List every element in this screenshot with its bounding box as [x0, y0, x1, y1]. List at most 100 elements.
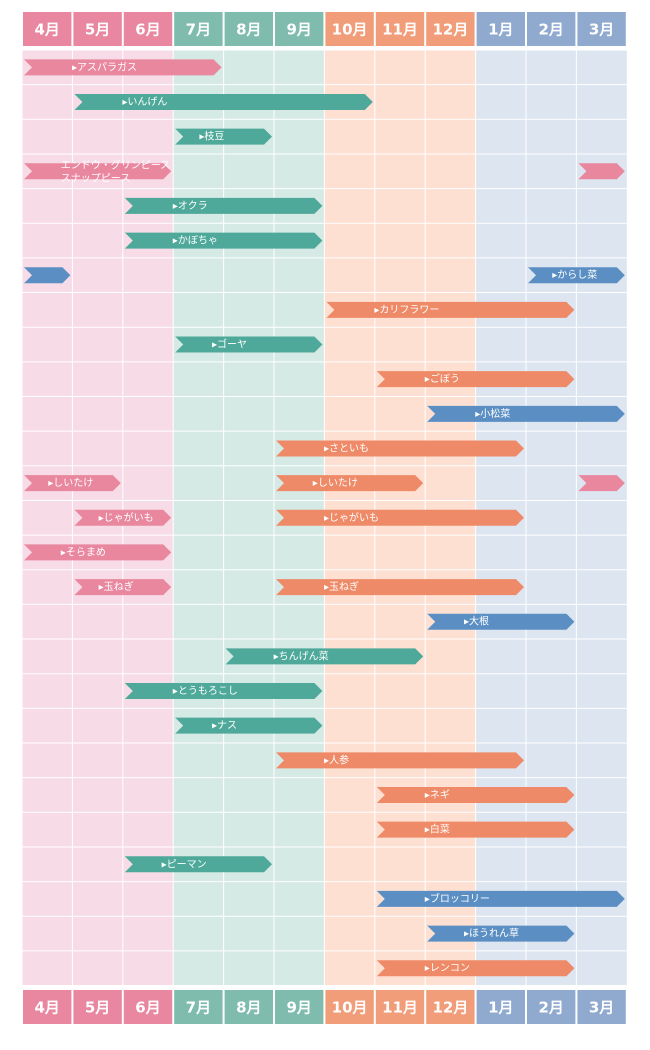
- vegetable-label: ▸玉ねぎ: [324, 580, 359, 593]
- month-header: [375, 990, 425, 1024]
- vegetable-label: ▸からし菜: [552, 269, 597, 281]
- vegetable-label: ▸ちんげん菜: [274, 650, 329, 662]
- vegetable-label: ▸そらまめ: [61, 546, 106, 558]
- season-bar: [124, 683, 323, 700]
- month-header: [174, 12, 223, 46]
- season-bar: [225, 648, 424, 665]
- vegetable-label: ▸白菜: [425, 823, 450, 836]
- month-header: [527, 12, 576, 46]
- month-label: 2月: [538, 21, 563, 39]
- month-label: 6月: [135, 999, 160, 1017]
- month-header: [23, 990, 72, 1024]
- season-bar: [376, 821, 575, 838]
- month-label: 4月: [34, 999, 59, 1017]
- month-header: [224, 990, 273, 1024]
- vegetable-label: ▸人参: [324, 753, 349, 766]
- vegetable-label: ▸大根: [464, 615, 489, 628]
- column-bg: [526, 50, 577, 986]
- month-label: 9月: [286, 999, 311, 1017]
- month-header: [426, 12, 475, 46]
- season-bar: [276, 440, 524, 457]
- season-bar: [24, 267, 71, 284]
- column-bg: [576, 50, 627, 986]
- vegetable-label: ▸ピーマン: [162, 858, 207, 870]
- month-header: [577, 990, 626, 1024]
- vegetable-label: ▸カリフラワー: [374, 304, 439, 316]
- month-header: [73, 990, 122, 1024]
- vegetable-label: ▸枝豆: [199, 130, 224, 143]
- month-header: [426, 990, 475, 1024]
- month-label: 9月: [286, 21, 311, 39]
- season-bar: [376, 371, 575, 388]
- month-label: 1月: [488, 999, 513, 1017]
- month-header: [73, 12, 122, 46]
- month-header: [275, 12, 324, 46]
- season-bar: [124, 197, 323, 214]
- season-bar: [276, 579, 524, 596]
- month-label: 4月: [34, 21, 59, 39]
- month-label: 5月: [85, 999, 110, 1017]
- column-bg: [223, 50, 274, 986]
- month-header: [224, 12, 273, 46]
- month-header: [375, 12, 425, 46]
- season-bar: [427, 613, 575, 630]
- month-header: [325, 990, 374, 1024]
- vegetable-label: ▸いんげん: [122, 96, 167, 108]
- vegetable-label: ▸オクラ: [173, 200, 208, 212]
- month-header: [123, 990, 173, 1024]
- month-header: [476, 990, 525, 1024]
- season-bar: [24, 544, 172, 561]
- vegetable-label: エンドウ・グリンピース: [61, 158, 171, 171]
- vegetable-label: ▸アスパラガス: [72, 61, 137, 73]
- month-label: 8月: [236, 999, 261, 1017]
- season-bar: [276, 509, 524, 526]
- season-bar: [427, 925, 575, 942]
- vegetable-label: ▸じゃがいも: [99, 511, 154, 524]
- month-label: 1月: [488, 21, 513, 39]
- season-bar: [376, 960, 575, 977]
- month-header: [123, 12, 173, 46]
- month-header: [527, 990, 576, 1024]
- season-bar: [74, 579, 172, 596]
- column-bg: [173, 50, 224, 986]
- vegetable-label: ▸とうもろこし: [173, 685, 238, 697]
- season-bar: [74, 509, 172, 526]
- month-label: 12月: [432, 999, 468, 1017]
- vegetable-label: ▸しいたけ: [48, 477, 93, 489]
- month-header: [325, 12, 374, 46]
- month-label: 3月: [589, 999, 614, 1017]
- season-bar: [276, 752, 524, 769]
- season-bar: [124, 232, 323, 249]
- season-bar: [376, 786, 575, 803]
- season-bar: [528, 267, 625, 284]
- month-label: 11月: [382, 999, 418, 1017]
- season-bar: [175, 336, 323, 353]
- month-label: 8月: [236, 21, 261, 39]
- vegetable-label: ▸ゴーヤ: [212, 338, 247, 351]
- season-bar: [376, 890, 625, 907]
- vegetable-label: ▸ナス: [212, 720, 237, 732]
- season-bar: [124, 856, 272, 873]
- vegetable-label: ▸ブロッコリー: [425, 892, 490, 905]
- month-label: 11月: [382, 21, 418, 39]
- vegetable-label: スナップピース: [61, 172, 131, 184]
- season-bar: [578, 163, 625, 180]
- season-bar: [24, 475, 121, 492]
- season-bar: [74, 93, 373, 110]
- vegetable-label: ▸じゃがいも: [324, 511, 379, 524]
- season-bar: [24, 163, 172, 180]
- season-bar: [175, 717, 323, 734]
- month-label: 12月: [432, 21, 468, 39]
- month-label: 10月: [332, 21, 368, 39]
- month-header: [174, 990, 223, 1024]
- month-label: 10月: [332, 999, 368, 1017]
- month-label: 3月: [589, 21, 614, 39]
- vegetable-label: ▸ごぼう: [425, 372, 460, 385]
- season-bar: [578, 475, 625, 492]
- season-bar: [24, 59, 222, 76]
- month-label: 6月: [135, 21, 160, 39]
- month-label: 7月: [186, 999, 211, 1017]
- vegetable-label: ▸さといも: [324, 442, 369, 454]
- vegetable-label: ▸玉ねぎ: [99, 580, 134, 593]
